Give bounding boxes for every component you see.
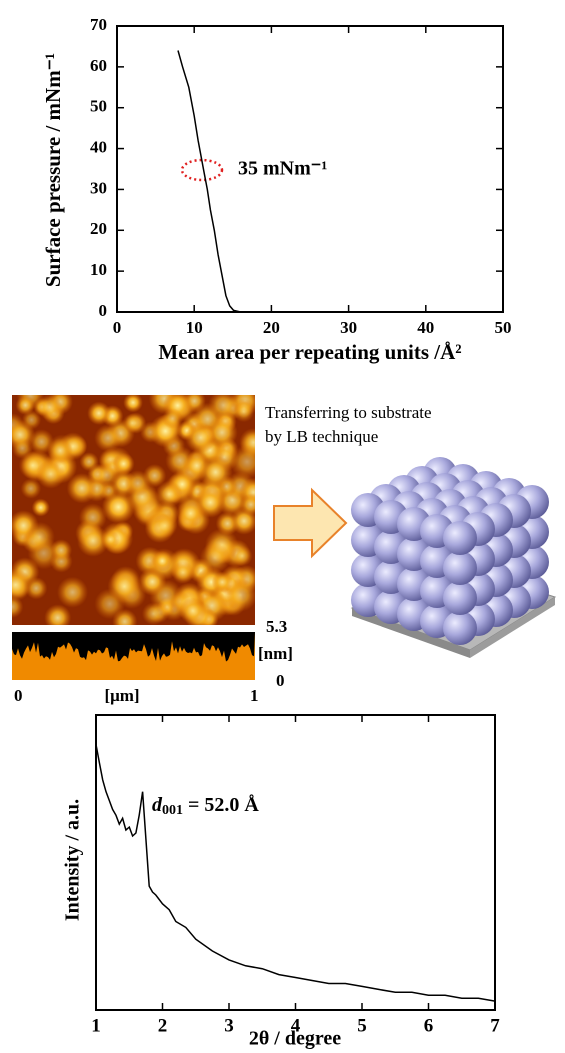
- x-end: 1: [250, 686, 259, 705]
- afm-grain: [153, 513, 178, 538]
- x-tick-label: 4: [291, 1015, 301, 1036]
- data-line: [178, 51, 241, 313]
- annotation: 35 mNm⁻¹: [238, 158, 327, 180]
- afm-grain: [87, 401, 110, 424]
- y-tick-label: 50: [90, 97, 107, 116]
- sphere-stack: [351, 457, 549, 645]
- afm-grain: [112, 609, 137, 634]
- x-tick-label: 40: [417, 318, 434, 337]
- plot-frame: [96, 715, 495, 1010]
- afm-grain: [230, 445, 264, 479]
- afm-grain: [199, 455, 233, 489]
- afm-grain: [152, 551, 173, 572]
- x-tick-label: 10: [186, 318, 203, 337]
- afm-grain: [80, 452, 99, 471]
- sphere: [443, 521, 477, 555]
- caption-line: by LB technique: [265, 427, 378, 446]
- y-axis-label: Intensity / a.u.: [62, 799, 84, 921]
- y-tick-label: 0: [99, 301, 108, 320]
- sphere: [443, 581, 477, 615]
- afm-image: [0, 381, 268, 634]
- figure: Surface pressure / mNm⁻¹ Mean area per r…: [0, 0, 565, 1053]
- scale-unit: [nm]: [258, 644, 293, 663]
- x-tick-label: 6: [424, 1015, 434, 1036]
- afm-grain: [212, 571, 233, 592]
- afm-grain: [37, 394, 63, 420]
- x-tick-label: 7: [490, 1015, 500, 1036]
- afm-grain: [94, 424, 121, 451]
- afm-grain: [67, 473, 97, 503]
- y-tick-label: 10: [90, 260, 107, 279]
- annotation-subscript: 001: [162, 803, 183, 818]
- afm-grain: [36, 460, 65, 489]
- x-tick-label: 5: [357, 1015, 367, 1036]
- x-axis-label: Mean area per repeating units /Å²: [158, 340, 461, 364]
- afm-grain: [57, 577, 88, 608]
- sphere: [443, 551, 477, 585]
- afm-grain: [94, 463, 118, 487]
- x-start: 0: [14, 686, 23, 705]
- afm-grain: [200, 542, 231, 573]
- afm-grain: [179, 597, 206, 624]
- afm-grain: [142, 602, 165, 625]
- afm-grain: [162, 408, 183, 429]
- scale-max: 5.3: [266, 617, 287, 636]
- x-tick-label: 0: [113, 318, 122, 337]
- afm-grain: [233, 401, 254, 422]
- x-tick-label: 3: [224, 1015, 234, 1036]
- scale-min: 0: [276, 671, 285, 690]
- afm-grain: [101, 530, 120, 549]
- afm-grain: [156, 481, 183, 508]
- afm-grain: [0, 568, 32, 601]
- y-tick-label: 20: [90, 219, 107, 238]
- x-tick-label: 20: [263, 318, 280, 337]
- caption-line: Transferring to substrate: [265, 403, 432, 422]
- annotation-text: = 52.0 Å: [183, 793, 259, 816]
- y-tick-label: 40: [90, 137, 107, 156]
- afm-grain: [32, 499, 50, 517]
- y-tick-label: 60: [90, 56, 107, 75]
- x-tick-label: 1: [91, 1015, 101, 1036]
- afm-grain: [123, 393, 143, 413]
- page: Surface pressure / mNm⁻¹ Mean area per r…: [0, 0, 565, 1053]
- annotation: d001 = 52.0 Å: [152, 793, 259, 819]
- afm-grain: [16, 395, 35, 414]
- y-tick-label: 30: [90, 178, 107, 197]
- arrow: [274, 490, 346, 556]
- afm-grain: [185, 422, 216, 453]
- x-tick-label: 50: [495, 318, 512, 337]
- afm-grain: [44, 604, 71, 631]
- afm-grain: [123, 414, 142, 433]
- afm-grain: [25, 522, 55, 552]
- afm-profile: [12, 632, 255, 680]
- y-axis-label: Surface pressure / mNm⁻¹: [41, 53, 65, 287]
- y-tick-label: 70: [90, 15, 107, 34]
- afm-grain: [48, 438, 73, 463]
- sphere: [443, 611, 477, 645]
- x-tick-label: 2: [158, 1015, 168, 1036]
- afm-grain: [240, 493, 262, 515]
- afm-grain: [208, 390, 238, 420]
- data-line: [96, 745, 495, 1002]
- x-tick-label: 30: [340, 318, 357, 337]
- x-unit: [μm]: [104, 686, 139, 705]
- afm-grain: [177, 499, 205, 527]
- afm-grain: [125, 470, 151, 496]
- afm-grain: [108, 570, 142, 604]
